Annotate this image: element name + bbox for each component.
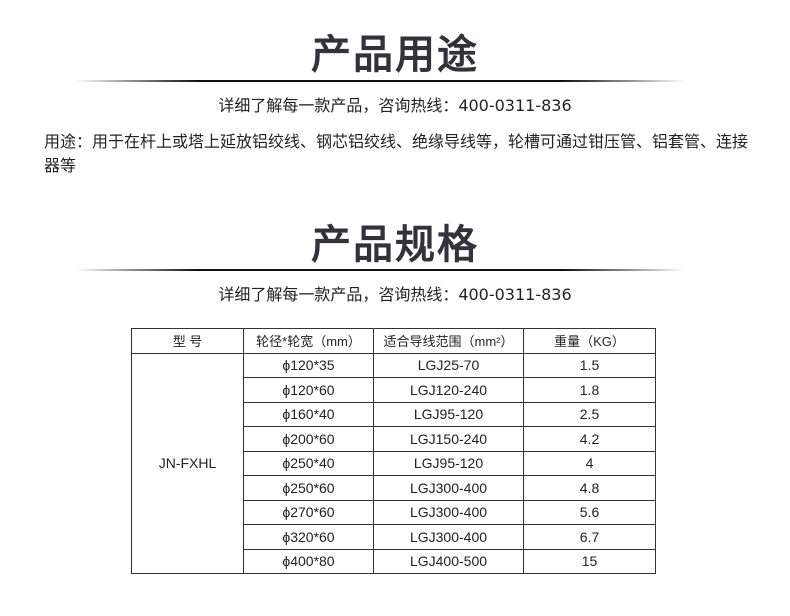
conductor-cell: LGJ95-120: [373, 450, 524, 476]
weight-cell: 6.7: [523, 524, 656, 550]
table-row: ϕ120*60 LGJ120-240 1.8: [132, 377, 656, 403]
weight-cell: 4.2: [523, 426, 656, 452]
header-size: 轮径*轮宽（mm）: [243, 328, 374, 354]
conductor-cell: LGJ400-500: [373, 548, 524, 574]
size-cell: ϕ400*80: [243, 548, 374, 574]
usage-title: 产品用途: [311, 32, 479, 78]
table-row: ϕ250*40 LGJ95-120 4: [132, 450, 656, 476]
weight-cell: 1.8: [523, 377, 656, 403]
table-row: ϕ400*80 LGJ400-500 15: [132, 548, 656, 574]
size-cell: ϕ250*60: [243, 475, 374, 501]
size-cell: ϕ160*40: [243, 401, 374, 427]
conductor-cell: LGJ150-240: [373, 426, 524, 452]
header-weight: 重量（KG）: [523, 328, 656, 354]
weight-cell: 15: [523, 548, 656, 574]
conductor-cell: LGJ95-120: [373, 401, 524, 427]
weight-cell: 4.8: [523, 475, 656, 501]
header-model: 型 号: [131, 328, 244, 354]
spec-title: 产品规格: [311, 222, 479, 268]
table-row: JN-FXHL ϕ120*35 LGJ25-70 1.5: [131, 352, 656, 574]
header-conductor: 适合导线范围（mm²）: [373, 328, 524, 354]
conductor-cell: LGJ300-400: [373, 475, 524, 501]
table-header-row: 型 号 轮径*轮宽（mm） 适合导线范围（mm²） 重量（KG）: [131, 328, 656, 354]
weight-cell: 4: [523, 450, 656, 476]
size-cell: ϕ120*35: [243, 352, 374, 378]
conductor-cell: LGJ120-240: [373, 377, 524, 403]
table-row: ϕ200*60 LGJ150-240 4.2: [132, 426, 656, 452]
size-cell: ϕ320*60: [243, 524, 374, 550]
conductor-cell: LGJ300-400: [373, 524, 524, 550]
spec-hotline: 详细了解每一款产品，咨询热线：400-0311-836: [218, 285, 572, 304]
usage-hotline: 详细了解每一款产品，咨询热线：400-0311-836: [218, 96, 572, 115]
conductor-cell: LGJ25-70: [373, 352, 524, 378]
weight-cell: 1.5: [523, 352, 656, 378]
conductor-cell: LGJ300-400: [373, 499, 524, 525]
divider: [75, 80, 685, 82]
size-cell: ϕ200*60: [243, 426, 374, 452]
spec-table: 型 号 轮径*轮宽（mm） 适合导线范围（mm²） 重量（KG） JN-FXHL…: [131, 328, 656, 574]
usage-description: 用途：用于在杆上或塔上延放铝绞线、钢芯铝绞线、绝缘导线等，轮槽可通过钳压管、铝套…: [44, 132, 749, 175]
size-cell: ϕ270*60: [243, 499, 374, 525]
size-cell: ϕ120*60: [243, 377, 374, 403]
weight-cell: 5.6: [523, 499, 656, 525]
weight-cell: 2.5: [523, 401, 656, 427]
divider: [75, 269, 685, 271]
model-cell: JN-FXHL: [131, 352, 244, 574]
table-row: ϕ270*60 LGJ300-400 5.6: [132, 499, 656, 525]
table-row: ϕ160*40 LGJ95-120 2.5: [132, 401, 656, 427]
size-cell: ϕ250*40: [243, 450, 374, 476]
